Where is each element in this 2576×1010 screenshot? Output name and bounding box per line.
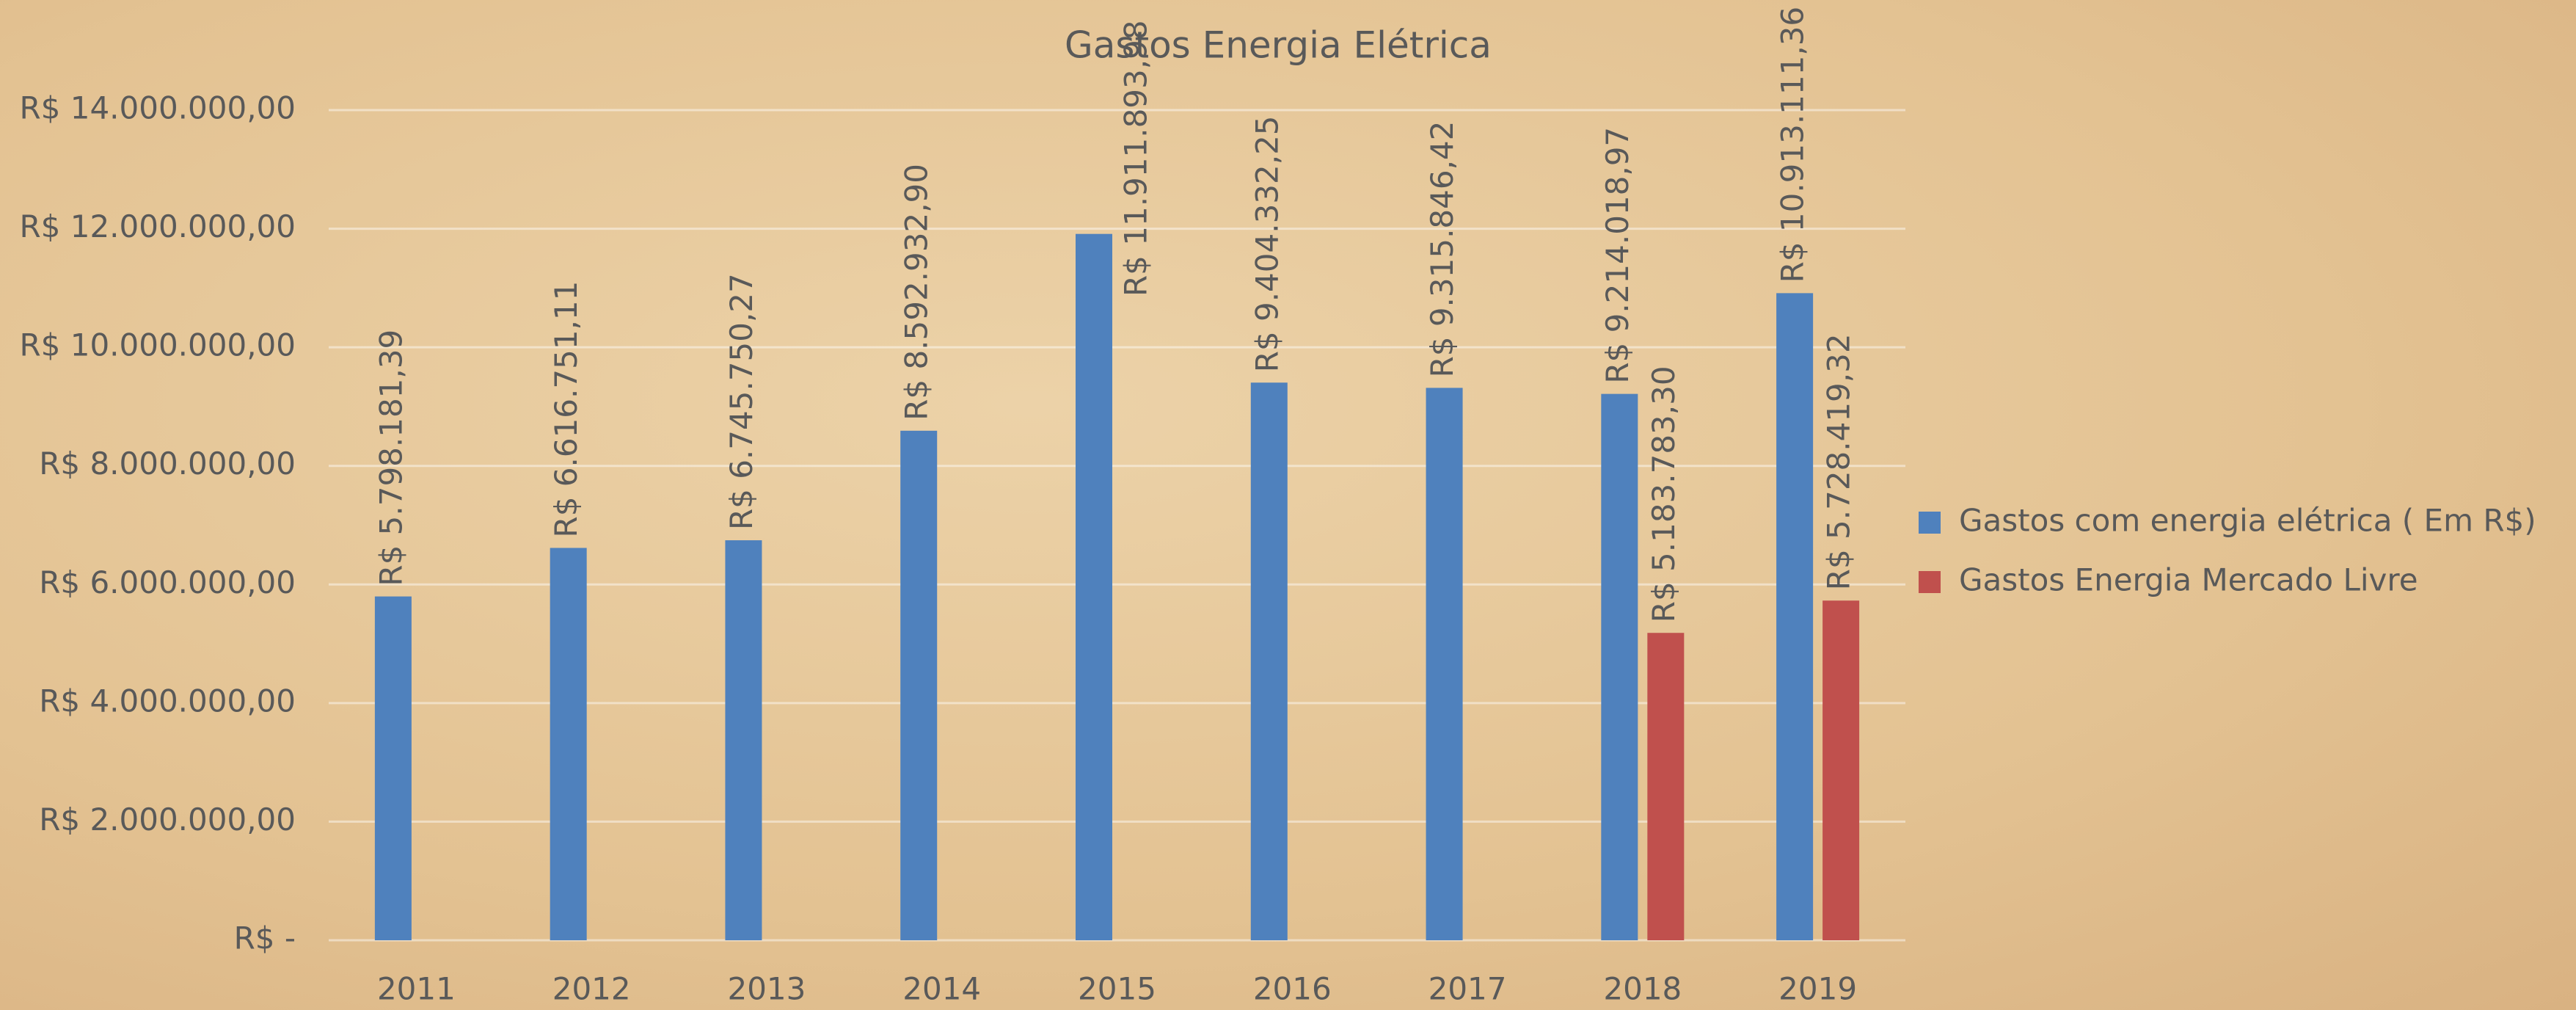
data-label: R$ 9.315.846,42 (1424, 121, 1460, 378)
x-tick-label: 2018 (1603, 971, 1682, 1007)
legend-label: Gastos com energia elétrica ( Em R$) (1959, 503, 2536, 539)
y-tick-label: R$ 6.000.000,00 (39, 564, 296, 600)
x-tick-label: 2014 (902, 971, 981, 1007)
y-tick-label: R$ 4.000.000,00 (39, 683, 296, 719)
bar (374, 596, 412, 940)
y-tick-label: R$ 12.000.000,00 (19, 208, 296, 244)
y-tick-label: R$ 14.000.000,00 (19, 90, 296, 126)
data-label: R$ 9.214.018,97 (1599, 127, 1635, 384)
y-tick-label: R$ 10.000.000,00 (19, 327, 296, 363)
data-label: R$ 5.183.783,30 (1646, 366, 1682, 622)
x-tick-label: 2019 (1778, 971, 1857, 1007)
bar (1076, 233, 1112, 940)
y-tick-label: R$ 8.000.000,00 (39, 446, 296, 482)
data-label: R$ 11.911.893,98 (1118, 20, 1154, 297)
data-label: R$ 5.728.419,32 (1821, 333, 1857, 590)
data-label: R$ 5.798.181,39 (373, 330, 409, 586)
data-label: R$ 8.592.932,90 (899, 164, 935, 421)
data-label: R$ 9.404.332,25 (1249, 115, 1285, 372)
x-tick-label: 2015 (1078, 971, 1156, 1007)
y-tick-label: R$ - (234, 920, 296, 956)
bar (550, 548, 587, 940)
x-tick-label: 2012 (552, 971, 631, 1007)
legend-swatch (1919, 571, 1941, 593)
bar (1776, 293, 1814, 941)
bar (1250, 382, 1288, 940)
data-label: R$ 6.745.750,27 (723, 273, 759, 530)
bar (725, 540, 762, 940)
data-label: R$ 10.913.111,36 (1775, 7, 1811, 283)
y-tick-label: R$ 2.000.000,00 (39, 802, 296, 838)
bar (900, 430, 938, 940)
bar (1601, 393, 1638, 940)
bar (1426, 388, 1463, 940)
x-tick-label: 2011 (377, 971, 456, 1007)
x-tick-label: 2016 (1253, 971, 1332, 1007)
x-tick-label: 2013 (727, 971, 806, 1007)
data-label: R$ 6.616.751,11 (548, 281, 584, 538)
x-tick-label: 2017 (1429, 971, 1507, 1007)
bar (1822, 600, 1860, 940)
bar (1647, 633, 1685, 940)
legend-swatch (1919, 512, 1941, 534)
legend-label: Gastos Energia Mercado Livre (1959, 562, 2418, 598)
chart-title: Gastos Energia Elétrica (1065, 24, 1492, 67)
